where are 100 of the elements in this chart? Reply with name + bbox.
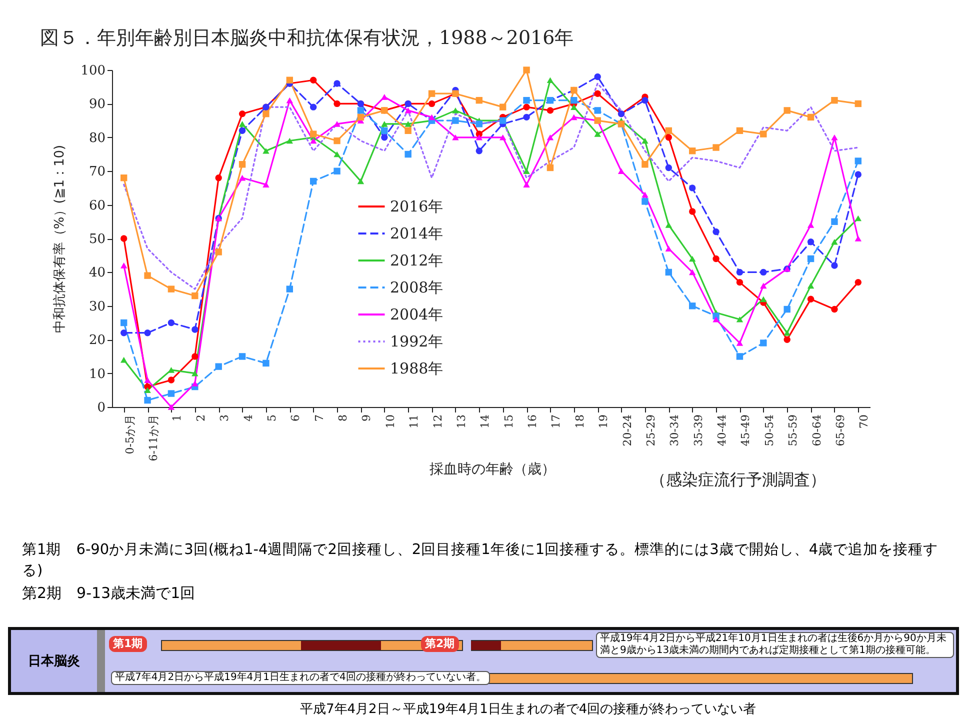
point	[192, 370, 198, 376]
y-tick-label: 100	[80, 64, 106, 78]
y-tick-label: 40	[88, 266, 106, 281]
point	[120, 330, 128, 336]
point	[168, 367, 175, 373]
point	[688, 256, 696, 262]
point	[168, 390, 175, 397]
y-tick-label: 30	[88, 299, 106, 314]
text: （感染症流行予測調査）	[650, 470, 826, 491]
x-tick-label: 65-69	[834, 414, 847, 446]
point	[334, 168, 340, 174]
point	[452, 117, 459, 124]
point	[168, 404, 175, 410]
point	[310, 104, 317, 110]
point	[428, 100, 436, 108]
point	[262, 182, 270, 188]
point	[452, 134, 459, 140]
point	[192, 326, 198, 333]
point	[594, 131, 601, 137]
point	[594, 107, 601, 114]
point	[807, 238, 814, 246]
point	[262, 360, 270, 367]
point	[168, 286, 175, 292]
point	[476, 148, 483, 154]
point	[807, 255, 814, 262]
point	[428, 114, 436, 120]
x-tick-label: 7	[312, 414, 326, 422]
point	[784, 306, 790, 313]
point	[712, 316, 720, 322]
x-axis-title: 採血時の年齢（歳）	[430, 462, 556, 478]
x-tick-label: 12	[431, 414, 444, 428]
point	[760, 296, 767, 302]
point	[238, 161, 246, 168]
point	[381, 134, 388, 141]
x-tick-label: 14	[478, 414, 492, 428]
y-tick-label: 60	[88, 198, 106, 214]
point	[760, 282, 767, 289]
legend-label: 1988年	[390, 360, 444, 378]
point	[310, 178, 317, 185]
x-tick-label: 60-64	[810, 414, 824, 446]
point	[736, 340, 744, 346]
x-tick-label: 45-49	[739, 414, 752, 446]
y-tick-label: 50	[88, 232, 106, 247]
point	[688, 148, 696, 154]
point	[357, 178, 364, 184]
point	[523, 66, 530, 74]
text: 第1期 6-90か月未満に3回(概ね1-4週間隔で2回接種し、2回目接種1年後に1回接種する。標準的には3歳で開始し、4歳で追加を接種する)	[22, 541, 940, 581]
legend-label: 2014年	[390, 224, 444, 242]
point	[712, 228, 720, 236]
point	[310, 130, 317, 138]
vaccination-schedule-diagram: 日本脳炎 第1期 第2期 平成19年4月2日から平成21年10月1日生まれの者は生後6か月から90か月未満と9歳から13歳未満の期間内であれば定期接種として第1期の接種可能。 平成7年4月2日から平成19年4月1日生まれの者で4回の接種が終わっていない者。	[8, 627, 959, 695]
point	[736, 353, 744, 360]
point	[665, 246, 672, 252]
point	[120, 356, 128, 363]
point	[286, 286, 294, 292]
x-tick-label: 19	[597, 414, 610, 428]
point	[523, 104, 530, 110]
point	[404, 108, 412, 114]
point	[476, 120, 483, 128]
x-tick-label: 17	[550, 414, 563, 428]
point	[238, 174, 246, 181]
x-tick-label: 35-39	[692, 414, 705, 446]
x-tick-label: 40-44	[716, 414, 729, 446]
point	[215, 248, 222, 256]
point	[784, 330, 790, 336]
x-tick-label: 10	[384, 414, 397, 428]
point	[736, 316, 744, 322]
y-tick-label: 20	[88, 333, 106, 348]
point	[665, 268, 672, 276]
legend-label: 2012年	[390, 252, 444, 270]
point	[523, 168, 530, 174]
point	[144, 272, 151, 279]
x-tick-label: 2	[194, 414, 208, 422]
x-tick-label: 6	[289, 414, 302, 422]
point	[357, 114, 364, 121]
point	[144, 330, 151, 336]
y-tick-label: 70	[88, 164, 106, 180]
point	[192, 353, 198, 360]
point	[404, 127, 412, 134]
point	[334, 80, 340, 87]
x-tick-label: 0-5か月	[123, 414, 136, 454]
point	[854, 215, 862, 222]
point	[404, 150, 412, 158]
x-tick-label: 11	[408, 414, 421, 428]
point	[452, 108, 459, 114]
point	[238, 110, 246, 118]
point	[215, 174, 222, 182]
legend-label: 2004年	[390, 306, 444, 324]
point	[120, 235, 128, 242]
point	[238, 353, 246, 360]
point	[523, 96, 530, 104]
point	[712, 144, 720, 151]
point	[546, 164, 554, 172]
point	[144, 396, 151, 404]
text: 第2期 9-13歳未満で1回	[22, 584, 196, 603]
point	[688, 184, 696, 192]
point	[736, 278, 744, 286]
point	[688, 302, 696, 310]
point	[831, 134, 838, 140]
point	[665, 164, 672, 172]
